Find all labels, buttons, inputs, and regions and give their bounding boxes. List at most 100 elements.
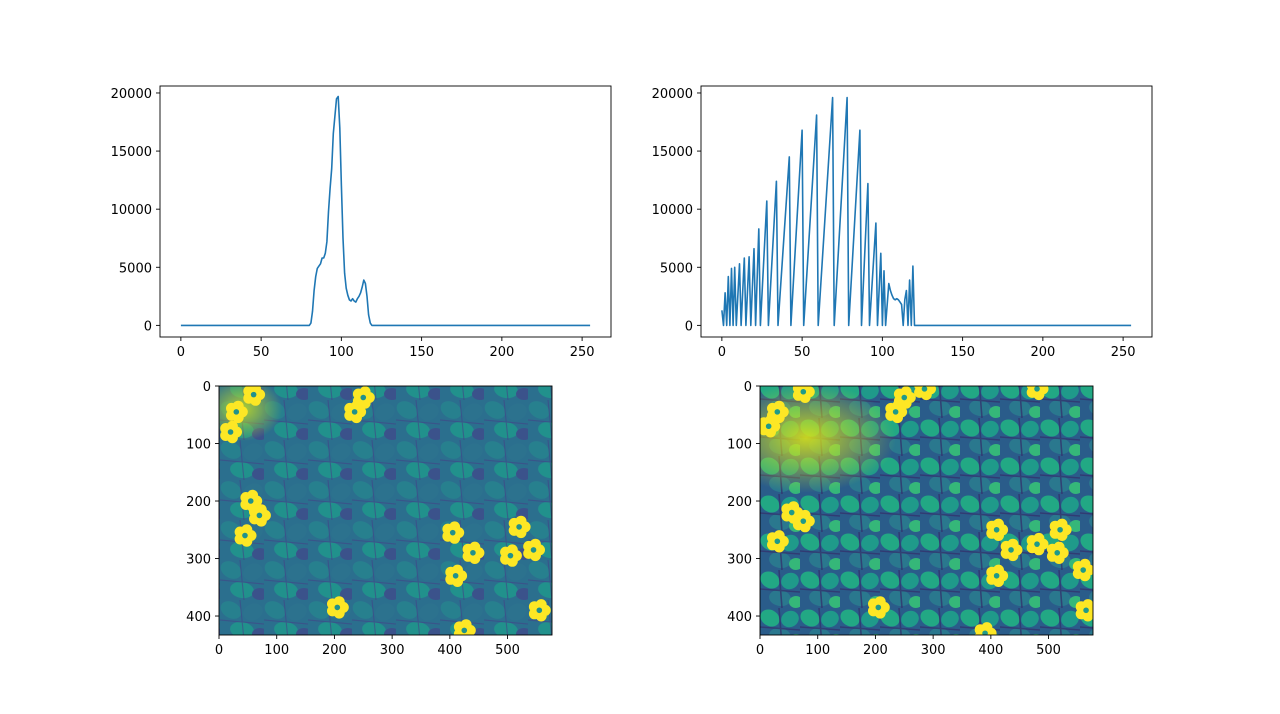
y-tick-label: 0 <box>144 319 152 334</box>
y-tick-label: 0 <box>685 319 693 334</box>
flower-center <box>461 627 468 634</box>
flower-blob <box>1075 599 1093 622</box>
flower-center <box>875 604 882 611</box>
flower-petal <box>1056 518 1068 530</box>
flower-center <box>516 524 522 530</box>
flower-blob <box>974 622 997 635</box>
flower-center <box>233 409 240 415</box>
x-tick-label: 200 <box>489 345 514 360</box>
flower-blob <box>1049 518 1072 541</box>
y-tick-label: 20000 <box>111 87 152 102</box>
x-tick-label: 100 <box>329 345 354 360</box>
flower-blob <box>234 524 257 547</box>
axes-frame <box>218 385 553 636</box>
flower-center <box>765 423 772 430</box>
flower-blob <box>986 518 1009 541</box>
flower-center <box>800 518 807 524</box>
flower-petal <box>1033 532 1045 544</box>
flower-petal <box>900 386 912 398</box>
flower-center <box>250 391 257 398</box>
flower-petal <box>788 501 800 513</box>
flower-blob <box>1046 541 1069 564</box>
flower-petal <box>981 622 993 634</box>
flower-petal <box>247 489 259 501</box>
x-tick-label: 50 <box>253 345 270 360</box>
flower-petal <box>799 509 811 521</box>
image-panel-2 <box>756 385 1094 639</box>
x-tick-label: 100 <box>264 643 289 658</box>
flower-center <box>788 509 795 516</box>
flower-center <box>1008 547 1014 553</box>
flower-petal <box>765 415 776 426</box>
x-tick-label: 400 <box>978 643 1003 658</box>
flower-petal <box>255 504 267 516</box>
x-tick-label: 150 <box>409 345 434 360</box>
flower-center <box>993 526 1000 533</box>
flower-petal <box>993 518 1004 530</box>
flower-center <box>449 529 456 536</box>
flower-petal <box>1053 541 1065 553</box>
flower-blob <box>523 538 545 562</box>
flower-center <box>993 572 1000 579</box>
histogram-panel-1 <box>156 85 612 341</box>
histogram-panel-2 <box>697 85 1153 341</box>
series-line <box>721 96 1132 327</box>
y-tick-label: 5000 <box>119 261 152 276</box>
flower-petal <box>773 530 785 542</box>
y-tick-label: 10000 <box>652 203 693 218</box>
flower-center <box>227 429 234 435</box>
flower-center <box>360 394 367 401</box>
flower-center <box>1080 567 1086 573</box>
flower-blob <box>760 415 781 438</box>
y-tick-label: 0 <box>744 380 752 395</box>
y-tick-label: 0 <box>203 380 211 395</box>
x-tick-label: 0 <box>756 643 764 658</box>
flower-center <box>982 630 988 635</box>
x-tick-label: 250 <box>1111 345 1136 360</box>
flower-blob <box>914 386 936 401</box>
flower-blob <box>243 386 266 406</box>
y-tick-label: 300 <box>186 553 211 568</box>
flower-petal <box>529 538 541 550</box>
flower-blob <box>1000 538 1023 562</box>
x-tick-label: 150 <box>950 345 975 360</box>
y-tick-label: 400 <box>186 610 211 625</box>
flower-blob <box>1026 386 1049 401</box>
x-tick-label: 200 <box>1030 345 1055 360</box>
flower-petal <box>993 564 1004 576</box>
flower-blob <box>220 420 242 444</box>
x-tick-label: 100 <box>870 345 895 360</box>
flower-petal <box>1007 538 1019 550</box>
y-tick-label: 100 <box>727 438 752 453</box>
flower-petal <box>506 544 518 556</box>
flower-blob <box>352 386 375 409</box>
x-tick-label: 200 <box>863 643 888 658</box>
flower-blob <box>226 400 248 424</box>
flower-petal <box>226 420 238 432</box>
flower-center <box>892 409 899 415</box>
flower-center <box>1083 607 1089 614</box>
flower-blob <box>1026 532 1049 556</box>
x-tick-label: 500 <box>1036 643 1061 658</box>
y-tick-label: 200 <box>186 495 211 510</box>
flower-center <box>452 572 459 579</box>
flower-petal <box>469 541 481 553</box>
y-tick-label: 5000 <box>660 261 693 276</box>
flower-petal <box>515 515 527 527</box>
flower-blob <box>445 564 468 587</box>
image-content <box>219 386 552 635</box>
flower-petal <box>452 564 463 576</box>
image-panel-1 <box>215 385 553 639</box>
flower-petal <box>773 400 785 412</box>
flower-center <box>470 549 476 556</box>
flower-center <box>774 538 781 545</box>
flower-blob <box>344 400 367 424</box>
x-tick-label: 0 <box>718 345 726 360</box>
x-tick-label: 300 <box>380 643 405 658</box>
flower-blob <box>767 530 789 553</box>
flower-petal <box>359 386 371 398</box>
y-tick-label: 15000 <box>111 145 152 160</box>
axes-frame <box>700 85 1153 338</box>
y-tick-label: 200 <box>727 495 752 510</box>
